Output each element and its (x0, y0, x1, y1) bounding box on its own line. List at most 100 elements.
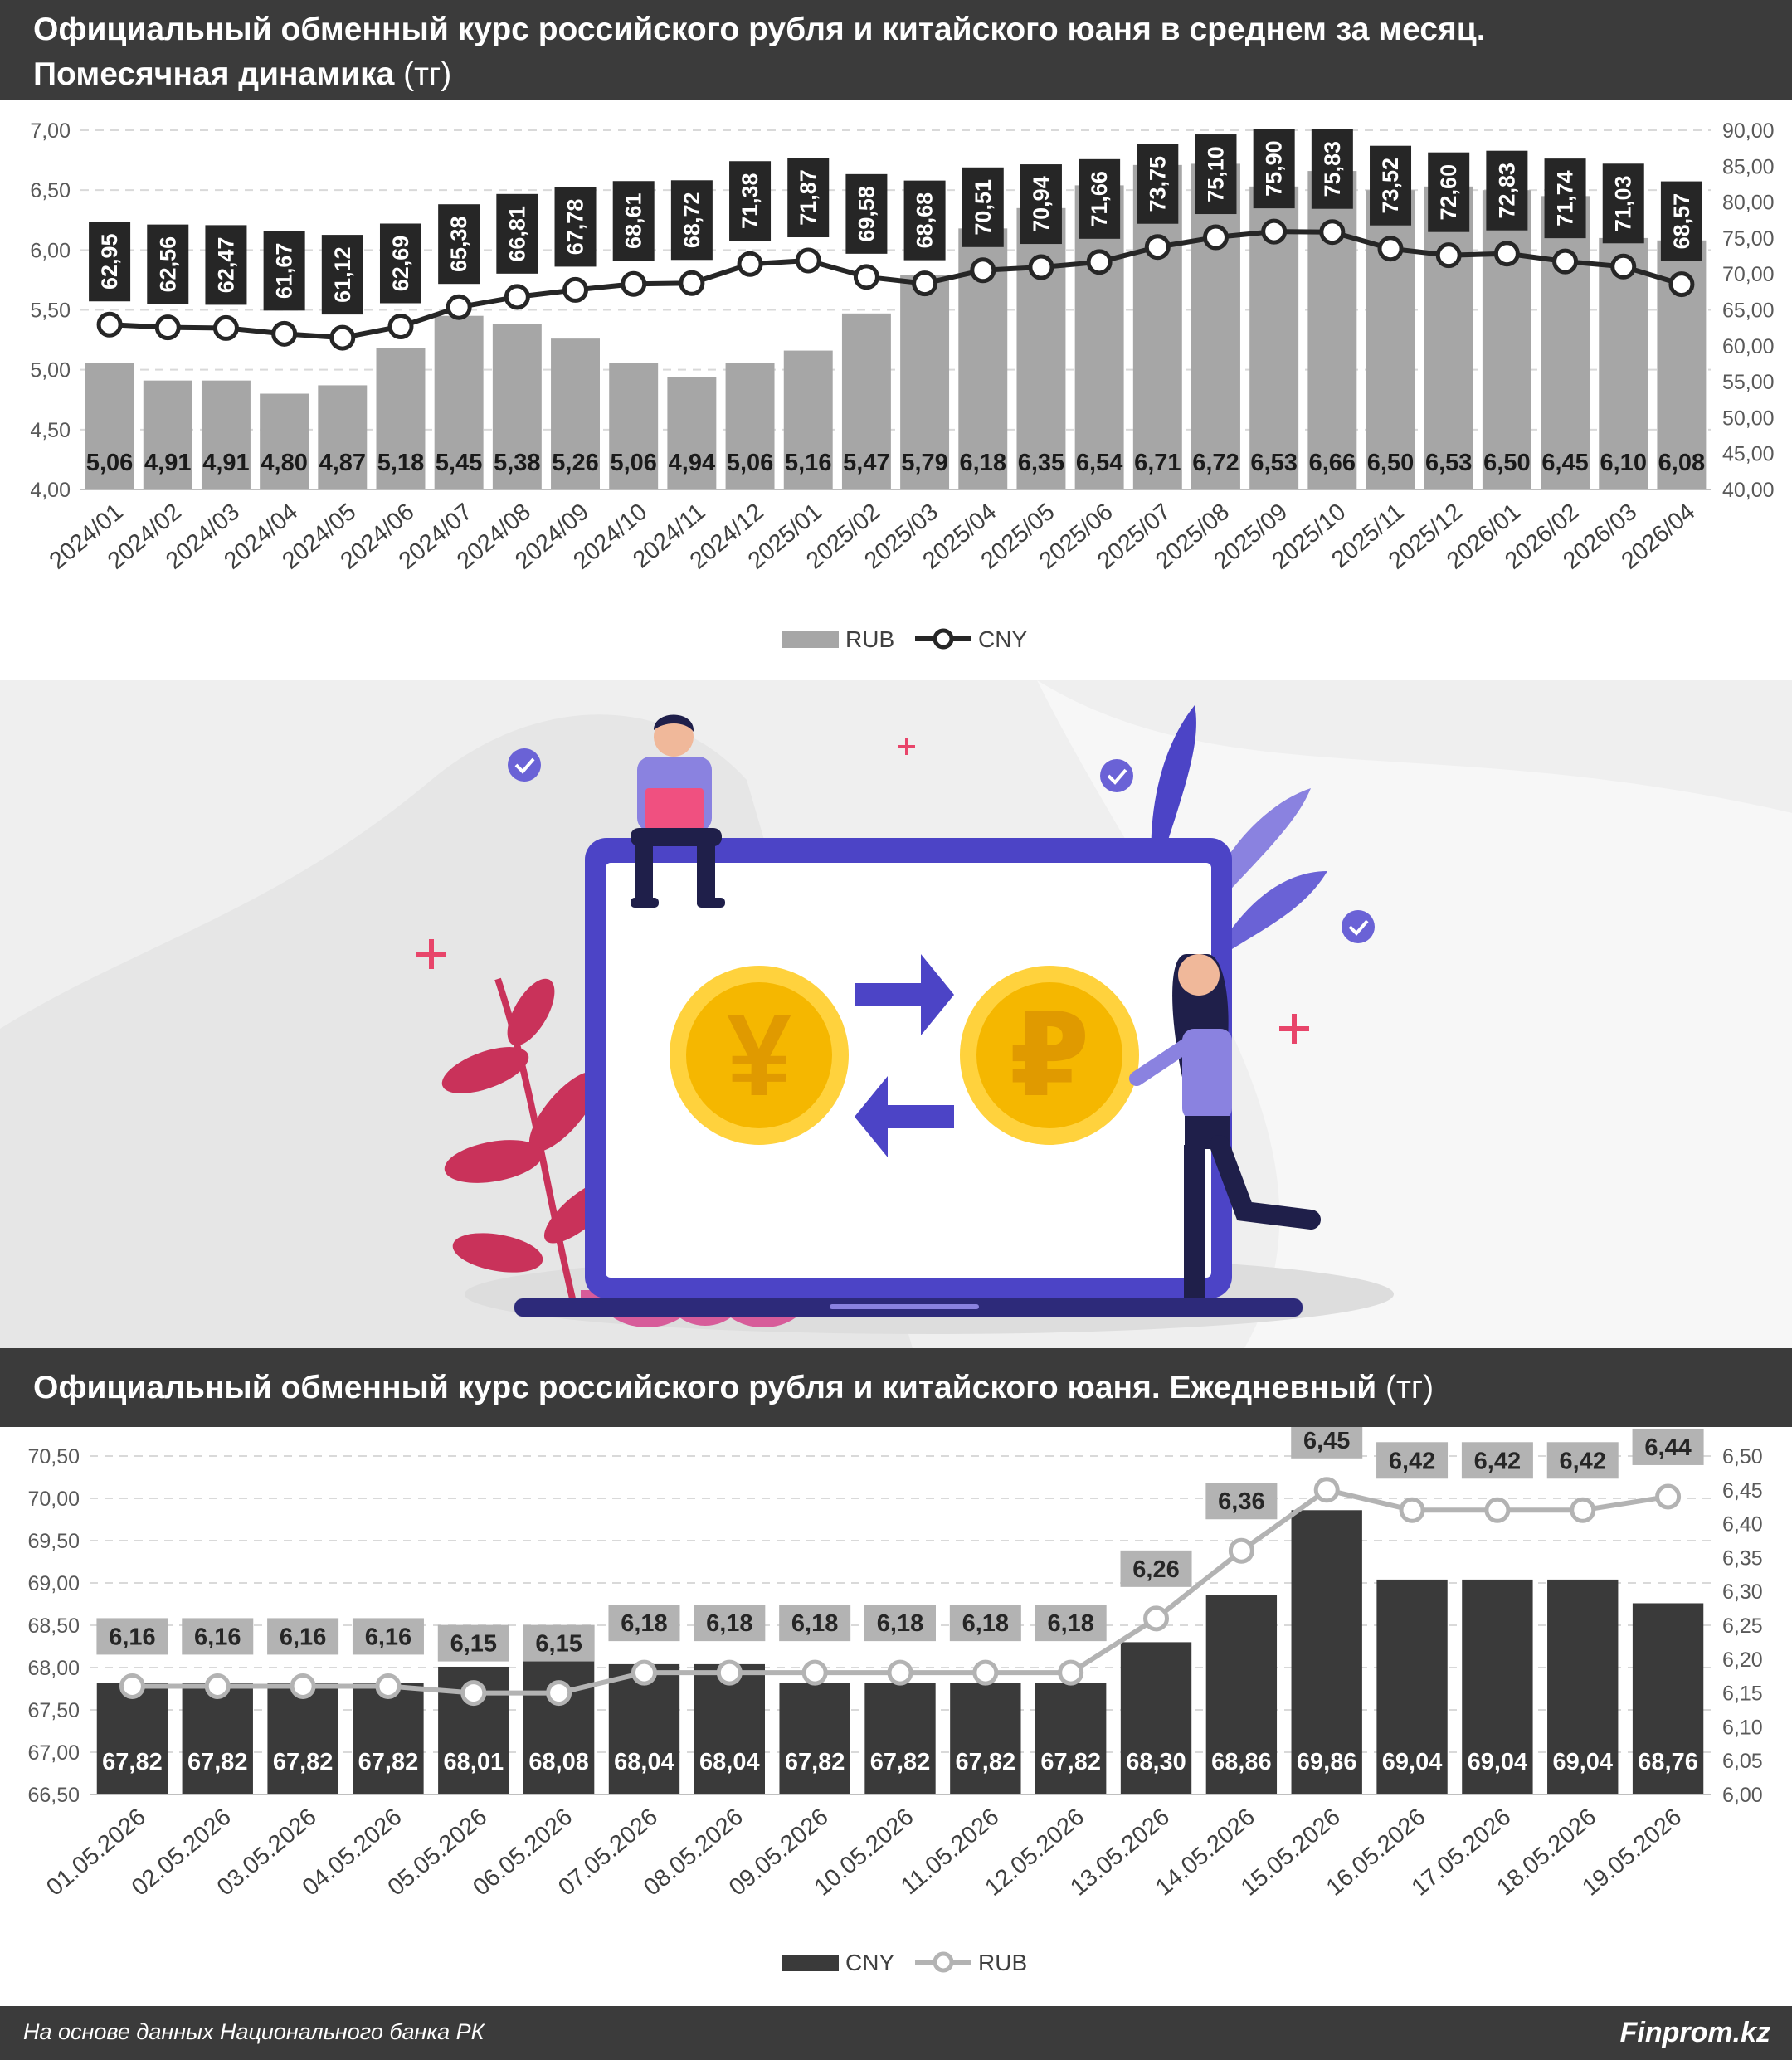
line-value-label: 75,10 (1203, 146, 1228, 202)
line-value-label: 68,57 (1669, 193, 1694, 250)
monthly-chart: 4,00 4,50 5,00 5,50 6,00 6,50 7,00 40,00 45,00 50… (30, 119, 1775, 652)
line-label-box (352, 1618, 424, 1655)
line-label-box (205, 225, 247, 305)
bar-value-label: 6,08 (1658, 450, 1705, 476)
plus-sparkle-icon-1 (416, 939, 446, 969)
bar-value-label: 68,30 (1126, 1749, 1186, 1775)
y-right-tick-label: 6,50 (1722, 1445, 1763, 1468)
bar-rub (1541, 196, 1590, 489)
bar-rub (1191, 163, 1240, 489)
bar-value-label: 4,91 (144, 450, 191, 476)
line-label-box (321, 235, 363, 315)
bar-value-label: 4,80 (261, 450, 307, 476)
line-point (1144, 234, 1171, 261)
line-label-box (962, 167, 1004, 247)
line-label-box (1376, 1442, 1449, 1479)
line-point (329, 324, 356, 351)
line-value-label: 62,47 (213, 237, 238, 294)
y-left-tick-label: 68,00 (27, 1657, 80, 1680)
line-value-label: 71,03 (1611, 175, 1636, 231)
line-value-label: 6,15 (450, 1631, 497, 1658)
y-right-tick-label: 60,00 (1722, 335, 1775, 358)
line-point (1484, 1497, 1511, 1523)
bar-value-label: 67,82 (273, 1749, 334, 1775)
bar-cny (1291, 1510, 1362, 1795)
line-point (546, 1680, 572, 1707)
line-value-label: 6,26 (1132, 1556, 1179, 1583)
line-value-label: 61,12 (330, 246, 355, 303)
line-point (970, 257, 996, 284)
line-label-box (438, 204, 480, 285)
bar-cny (1205, 1595, 1278, 1795)
y-left-tick-label: 68,50 (27, 1614, 80, 1638)
chart1-header: Официальный обменный курс российского ру… (0, 0, 1792, 100)
bar-value-label: 6,71 (1134, 450, 1181, 476)
y-right-tick-label: 70,00 (1722, 263, 1775, 286)
y-left-tick-label: 69,00 (27, 1572, 80, 1595)
bar-value-label: 5,79 (901, 450, 947, 476)
legend-label-cny: CNY (978, 626, 1027, 652)
bar-cny (182, 1683, 253, 1795)
line-point (631, 1659, 657, 1686)
bar-cny (1632, 1603, 1704, 1795)
line-point (621, 270, 647, 297)
line-point (1313, 1477, 1340, 1503)
y-right-tick-label: 6,40 (1722, 1513, 1763, 1536)
bar-value-label: 5,18 (377, 450, 424, 476)
bar-value-label: 69,04 (1552, 1749, 1613, 1775)
legend-marker (933, 628, 954, 650)
line-label-box (864, 1605, 936, 1642)
line-value-label: 62,56 (155, 236, 180, 293)
line-label-box (1079, 158, 1121, 239)
bar-value-label: 68,01 (444, 1749, 504, 1775)
bar-value-label: 4,87 (319, 450, 366, 476)
arrow-left-icon (855, 1076, 954, 1157)
line-value-label: 66,81 (504, 206, 529, 262)
line-label-box (1632, 1428, 1704, 1465)
bar-rub (783, 350, 833, 489)
bar-rub (725, 363, 775, 489)
check-badge-icon-1 (508, 748, 541, 782)
bar-rub (260, 393, 309, 489)
plus-sparkle-icon-2 (898, 738, 915, 755)
line-label-box (1544, 158, 1586, 239)
footer-source: На основе данных Национального банка РК (23, 2019, 485, 2044)
ruble-symbol: ₽ (1009, 990, 1089, 1120)
line-value-label: 72,83 (1494, 163, 1519, 219)
line-value-label: 73,52 (1378, 158, 1403, 214)
bar-value-label: 67,82 (102, 1749, 163, 1775)
line-value-label: 72,60 (1436, 164, 1461, 221)
bar-value-label: 68,76 (1638, 1749, 1698, 1775)
line-point (1058, 1659, 1084, 1686)
bar-rub (841, 313, 891, 489)
y-left-tick-label: 67,00 (27, 1741, 80, 1765)
line-value-label: 62,69 (388, 236, 413, 292)
bar-rub (143, 380, 192, 489)
line-value-label: 70,94 (1029, 176, 1054, 232)
legend-marker (933, 1951, 954, 1973)
line-value-label: 71,87 (796, 169, 821, 226)
line-value-label: 6,18 (877, 1610, 923, 1637)
line-value-label: 71,66 (1087, 171, 1112, 227)
line-point (1261, 218, 1288, 245)
bar-value-label: 69,04 (1468, 1749, 1528, 1775)
line-label-box (1546, 1442, 1619, 1479)
y-right-tick-label: 45,00 (1722, 443, 1775, 466)
bar-value-label: 6,50 (1483, 450, 1530, 476)
line-label-box (1291, 1427, 1363, 1459)
line-point (912, 270, 938, 297)
bar-cny (950, 1683, 1021, 1795)
line-point (801, 1659, 828, 1686)
bar-rub (551, 338, 600, 489)
bar-value-label: 67,82 (358, 1749, 419, 1775)
line-point (446, 294, 472, 320)
chart1-title-line2: Помесячная динамика (тг) (33, 56, 451, 93)
bar-value-label: 5,06 (610, 450, 656, 476)
line-label-box (1311, 129, 1353, 209)
y-left-tick-label: 7,00 (30, 119, 71, 143)
line-value-label: 6,36 (1218, 1488, 1264, 1515)
y-right-tick-label: 75,00 (1722, 227, 1775, 251)
bar-value-label: 68,08 (528, 1749, 589, 1775)
line-label-box (1253, 129, 1295, 209)
line-point (972, 1659, 999, 1686)
